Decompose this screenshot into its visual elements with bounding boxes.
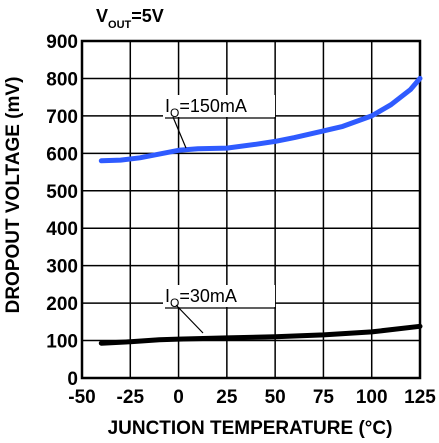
condition-label: VOUT=5V — [96, 6, 164, 31]
y-tick-label: 300 — [46, 257, 78, 278]
series-label-value: =150mA — [179, 96, 247, 116]
series-label-leader — [172, 116, 187, 149]
x-tick-label: -50 — [68, 387, 95, 408]
series-label-leader — [175, 304, 204, 334]
series-label-sub: O — [170, 106, 179, 120]
x-tick-label: 75 — [313, 387, 335, 408]
condition-label-sub: OUT — [108, 19, 132, 31]
y-tick-label: 500 — [46, 182, 78, 203]
x-tick-label: -25 — [117, 387, 145, 408]
x-tick-labels: -50 -25 0 25 50 75 100 125 — [68, 387, 436, 408]
y-tick-label: 800 — [46, 69, 78, 90]
y-tick-label: 600 — [46, 144, 78, 165]
x-tick-label: 25 — [216, 387, 238, 408]
y-tick-label: 200 — [46, 294, 78, 315]
series-label-main: I — [165, 96, 170, 116]
condition-label-main: V — [96, 6, 108, 26]
series-line-0 — [98, 75, 423, 164]
series-label-sub: O — [170, 296, 179, 310]
x-tick-label: 50 — [265, 387, 286, 408]
y-tick-label: 400 — [46, 219, 78, 240]
x-tick-label: 125 — [404, 387, 436, 408]
series-label: IO=30mA — [165, 286, 237, 310]
series-label-value: =30mA — [179, 286, 237, 306]
series-label-main: I — [165, 286, 170, 306]
x-axis-title: JUNCTION TEMPERATURE (°C) — [108, 418, 393, 439]
x-tick-label: 100 — [356, 387, 388, 408]
y-tick-label: 100 — [46, 332, 78, 353]
condition-label-value: =5V — [131, 6, 164, 26]
y-tick-label: 0 — [67, 369, 78, 390]
y-axis-title: DROPOUT VOLTAGE (mV) — [3, 77, 24, 314]
series-label-bg — [163, 95, 275, 117]
grid — [80, 39, 422, 380]
y-tick-label: 700 — [46, 107, 78, 128]
y-tick-label: 900 — [46, 32, 78, 53]
series-line-1 — [98, 323, 423, 346]
y-tick-labels: 0 100 200 300 400 500 600 700 800 900 — [46, 32, 78, 390]
plot-frame — [80, 39, 422, 380]
series-lines — [98, 75, 423, 346]
series-label: IO=150mA — [165, 96, 247, 120]
series-label-bg — [163, 285, 275, 307]
x-tick-label: 0 — [173, 387, 184, 408]
